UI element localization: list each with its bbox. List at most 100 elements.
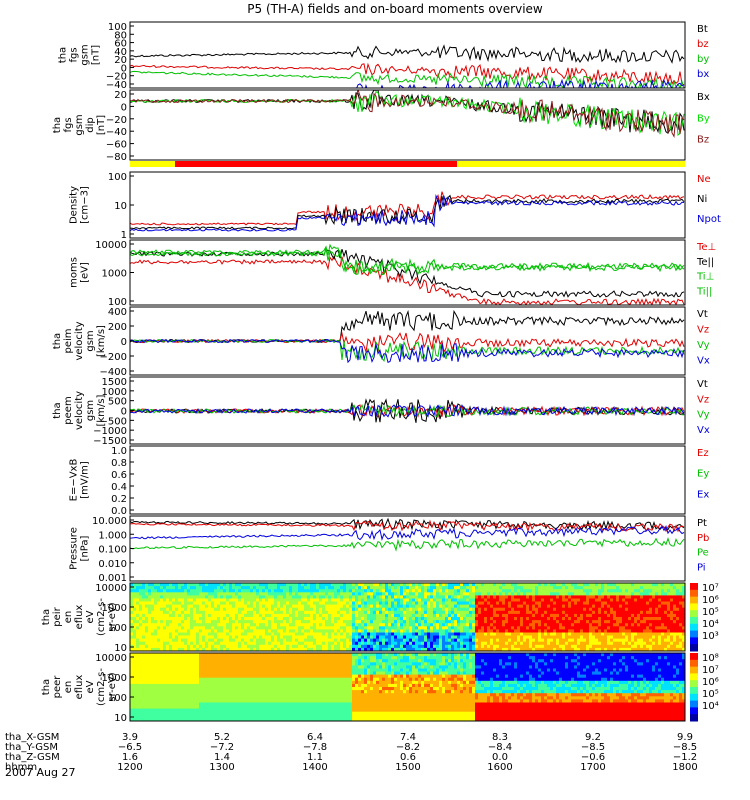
spectrogram-cell — [259, 598, 263, 603]
spectrogram-cell — [358, 604, 362, 609]
spectrogram-cell — [247, 583, 251, 587]
spectrogram-cell — [409, 620, 413, 624]
spectrogram-cell — [574, 635, 578, 640]
spectrogram-cell — [631, 620, 635, 624]
spectrogram-cell — [259, 589, 263, 593]
spectrogram-cell — [208, 683, 212, 688]
spectrogram-cell — [556, 592, 560, 596]
spectrogram-cell — [199, 632, 203, 637]
spectrogram-cell — [394, 632, 398, 637]
spectrogram-cell — [604, 607, 608, 612]
spectrogram-cell — [241, 632, 245, 637]
spectrogram-cell — [598, 583, 602, 587]
spectrogram-cell — [157, 629, 161, 634]
spectrogram-cell — [628, 583, 632, 587]
spectrogram-cell — [133, 674, 137, 679]
spectrogram-cell — [520, 635, 524, 640]
spectrogram-cell — [652, 589, 656, 593]
spectrogram-cell — [220, 644, 224, 649]
spectrogram-cell — [604, 613, 608, 618]
spectrogram-cell — [535, 623, 539, 627]
spectrogram-cell — [205, 659, 209, 663]
spectrogram-cell — [613, 629, 617, 634]
legend-entry: by — [697, 54, 709, 65]
spectrogram-cell — [133, 607, 137, 612]
spectrogram-cell — [178, 696, 182, 700]
spectrogram-cell — [583, 607, 587, 612]
spectrogram-cell — [190, 711, 194, 716]
spectrogram-cell — [394, 647, 398, 651]
spectrogram-cell — [517, 647, 521, 651]
spectrogram-cell — [139, 656, 143, 660]
spectrogram-cell — [385, 620, 389, 624]
spectrogram-cell — [139, 613, 143, 618]
spectrogram-cell — [622, 644, 626, 649]
spectrogram-cell — [394, 620, 398, 624]
spectrogram-cell — [592, 610, 596, 615]
spectrogram-cell — [232, 592, 236, 596]
spectrogram-cell — [514, 589, 518, 593]
spectrogram-cell — [247, 604, 251, 609]
spectrogram-cell — [169, 708, 173, 713]
spectrogram-cell — [460, 583, 464, 587]
spectrogram-cell — [379, 617, 383, 621]
y-axis-label: [km/s] — [96, 325, 107, 357]
spectrogram-cell — [598, 586, 602, 590]
spectrogram-cell — [373, 586, 377, 590]
spectrogram-cell — [388, 647, 392, 651]
spectrogram-cell — [190, 595, 194, 600]
spectrogram-cell — [133, 683, 137, 688]
spectrogram-cell — [580, 644, 584, 649]
spectrogram-cell — [307, 586, 311, 590]
spectrogram-cell — [214, 693, 218, 697]
spectrogram-cell — [397, 617, 401, 621]
spectrogram-cell — [445, 632, 449, 637]
spectrogram-cell — [598, 635, 602, 640]
spectrogram-cell — [397, 647, 401, 651]
spectrogram-cell — [196, 702, 200, 707]
spectrogram-cell — [478, 586, 482, 590]
spectrogram-cell — [172, 644, 176, 649]
series-line-te — [130, 248, 685, 298]
spectrogram-cell — [631, 638, 635, 643]
spectrogram-cell — [502, 617, 506, 621]
spectrogram-cell — [439, 583, 443, 587]
spectrogram-cell — [328, 644, 332, 649]
spectrogram-cell — [196, 717, 200, 721]
spectrogram-cell — [157, 598, 161, 603]
spectrogram-cell — [556, 604, 560, 609]
spectrogram-cell — [508, 613, 512, 618]
spectrogram-cell — [637, 610, 641, 615]
spectrogram-cell — [469, 641, 473, 646]
spectrogram-cell — [211, 629, 215, 634]
spectrogram-cell — [190, 635, 194, 640]
spectrogram-cell — [457, 589, 461, 593]
spectrogram-cell — [280, 632, 284, 637]
spectrogram-cell — [217, 708, 221, 713]
spectrogram-cell — [628, 592, 632, 596]
spectrogram-cell — [640, 647, 644, 651]
spectrogram-cell — [154, 598, 158, 603]
spectrogram-cell — [637, 626, 641, 630]
spectrogram-cell — [679, 635, 683, 640]
spectrogram-cell — [418, 598, 422, 603]
spectrogram-cell — [145, 690, 149, 694]
spectrogram-cell — [643, 583, 647, 587]
spectrogram-cell — [379, 586, 383, 590]
spectrogram-cell — [511, 641, 515, 646]
spectrogram-cell — [262, 598, 266, 603]
spectrogram-cell — [388, 592, 392, 596]
spectrogram-cell — [181, 635, 185, 640]
spectrogram-cell — [175, 641, 179, 646]
spectrogram-cell — [457, 604, 461, 609]
spectrogram-cell — [181, 644, 185, 649]
spectrogram-cell — [631, 613, 635, 618]
spectrogram-cell — [217, 601, 221, 606]
spectrogram-cell — [160, 595, 164, 600]
spectrogram-cell — [484, 586, 488, 590]
spectrogram-cell — [538, 586, 542, 590]
spectrogram-cell — [469, 623, 473, 627]
spectrogram-cell — [217, 711, 221, 716]
spectrogram-cell — [136, 613, 140, 618]
spectrogram-cell — [208, 680, 212, 685]
